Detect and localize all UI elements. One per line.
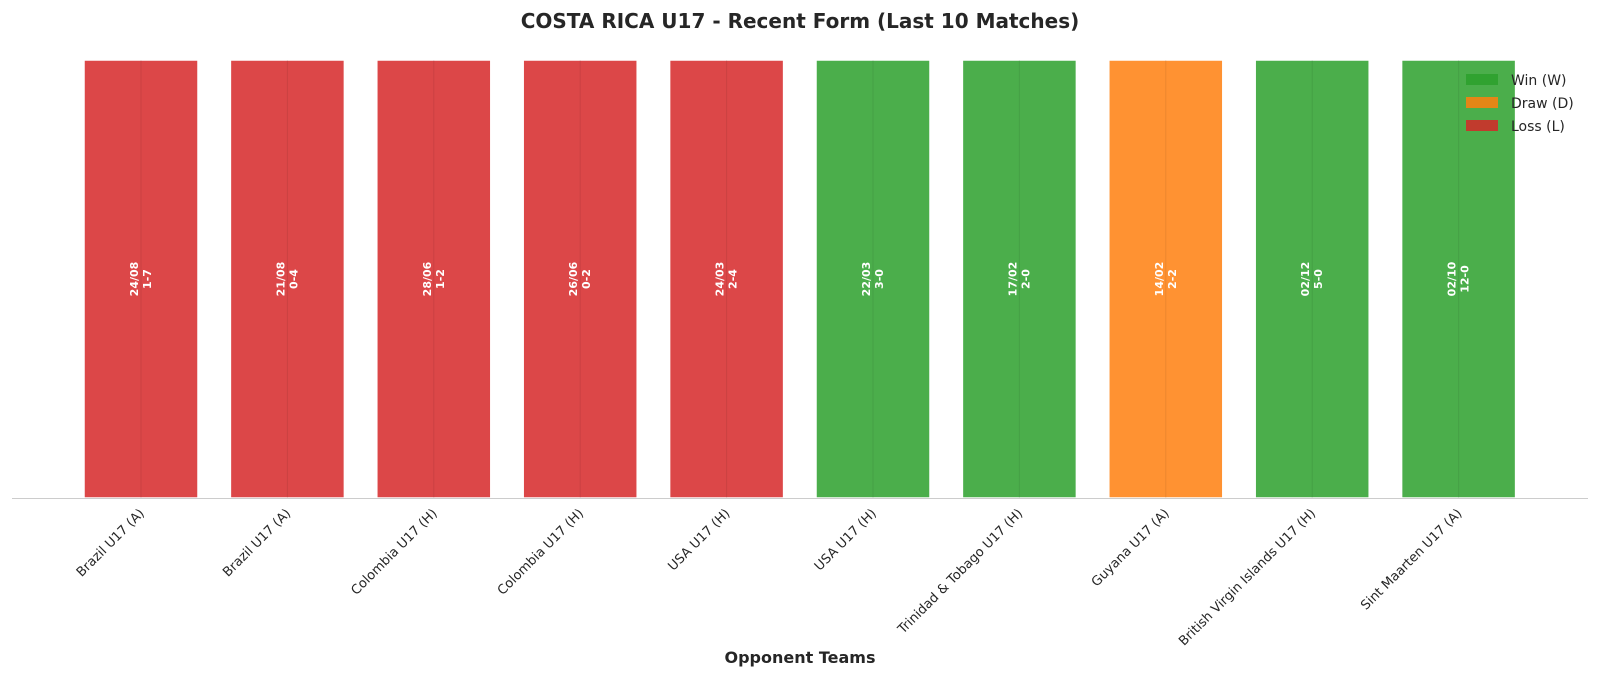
x-tick-label: Brazil U17 (A) bbox=[74, 506, 148, 580]
bar-w bbox=[1254, 59, 1370, 499]
match-score: 2-0 bbox=[1019, 269, 1032, 289]
match-score: 12-0 bbox=[1459, 265, 1472, 293]
bar-data-label: 24/081-7 bbox=[128, 262, 154, 297]
legend: Win (W) Draw (D) Loss (L) bbox=[1466, 73, 1574, 135]
match-score: 1-7 bbox=[141, 269, 154, 289]
bar-l bbox=[376, 59, 492, 499]
legend-swatch-w bbox=[1466, 74, 1498, 85]
x-tick-label: British Virgin Islands U17 (H) bbox=[1176, 506, 1319, 649]
bar-data-label: 21/080-4 bbox=[274, 262, 300, 297]
legend-label-l: Loss (L) bbox=[1511, 119, 1565, 135]
match-date: 24/03 bbox=[714, 262, 727, 297]
bar-data-label: 14/022-2 bbox=[1153, 262, 1179, 297]
bar-l bbox=[229, 59, 346, 499]
bar-l bbox=[83, 59, 199, 499]
bar-data-label: 02/125-0 bbox=[1299, 262, 1325, 297]
match-date: 24/08 bbox=[128, 262, 141, 297]
match-date: 28/06 bbox=[421, 261, 434, 296]
match-date: 17/02 bbox=[1006, 262, 1019, 297]
match-date: 26/06 bbox=[567, 261, 580, 296]
match-date: 14/02 bbox=[1153, 262, 1166, 297]
bars-layer: 24/081-7 21/080-4 28/061-2 26/060-2 24/032-4… bbox=[83, 59, 1517, 499]
match-score: 2-4 bbox=[727, 269, 740, 289]
x-tick-label: Colombia U17 (H) bbox=[495, 506, 587, 598]
x-tick-label: Colombia U17 (H) bbox=[348, 506, 440, 598]
bar-data-label: 24/032-4 bbox=[714, 262, 740, 297]
bar-w bbox=[1400, 59, 1517, 499]
bar-data-label: 28/061-2 bbox=[421, 261, 447, 296]
match-date: 21/08 bbox=[274, 262, 287, 297]
match-date: 02/10 bbox=[1446, 261, 1459, 296]
legend-label-d: Draw (D) bbox=[1511, 96, 1574, 112]
x-axis-label: Opponent Teams bbox=[725, 648, 876, 667]
match-score: 5-0 bbox=[1312, 269, 1325, 289]
match-date: 02/12 bbox=[1299, 262, 1312, 297]
bar-d bbox=[1108, 59, 1224, 499]
bar-data-label: 22/033-0 bbox=[860, 262, 886, 297]
x-tick-label: Guyana U17 (A) bbox=[1089, 506, 1173, 590]
match-date: 22/03 bbox=[860, 262, 873, 297]
x-tick-label: Sint Maarten U17 (A) bbox=[1358, 506, 1465, 613]
legend-swatch-d bbox=[1466, 97, 1498, 108]
bar-data-label: 17/022-0 bbox=[1006, 262, 1032, 297]
match-score: 3-0 bbox=[873, 269, 886, 289]
bar-w bbox=[815, 59, 931, 499]
x-tick-label: USA U17 (H) bbox=[665, 506, 733, 574]
match-score: 0-4 bbox=[287, 269, 300, 289]
match-score: 2-2 bbox=[1166, 269, 1179, 289]
match-score: 1-2 bbox=[434, 269, 447, 289]
legend-label-w: Win (W) bbox=[1511, 73, 1567, 89]
x-tick-label: Brazil U17 (A) bbox=[220, 506, 294, 580]
legend-swatch-l bbox=[1466, 120, 1498, 131]
bar-w bbox=[961, 59, 1078, 499]
x-tick-label: USA U17 (H) bbox=[812, 506, 880, 574]
x-tick-label: Trinidad & Tobago U17 (H) bbox=[895, 506, 1027, 638]
bar-data-label: 02/1012-0 bbox=[1446, 261, 1472, 296]
chart-title: COSTA RICA U17 - Recent Form (Last 10 Ma… bbox=[521, 9, 1080, 33]
bar-data-label: 26/060-2 bbox=[567, 261, 593, 296]
x-tick-labels: Brazil U17 (A) Brazil U17 (A) Colombia U17… bbox=[74, 506, 1466, 649]
match-score: 0-2 bbox=[580, 269, 593, 289]
